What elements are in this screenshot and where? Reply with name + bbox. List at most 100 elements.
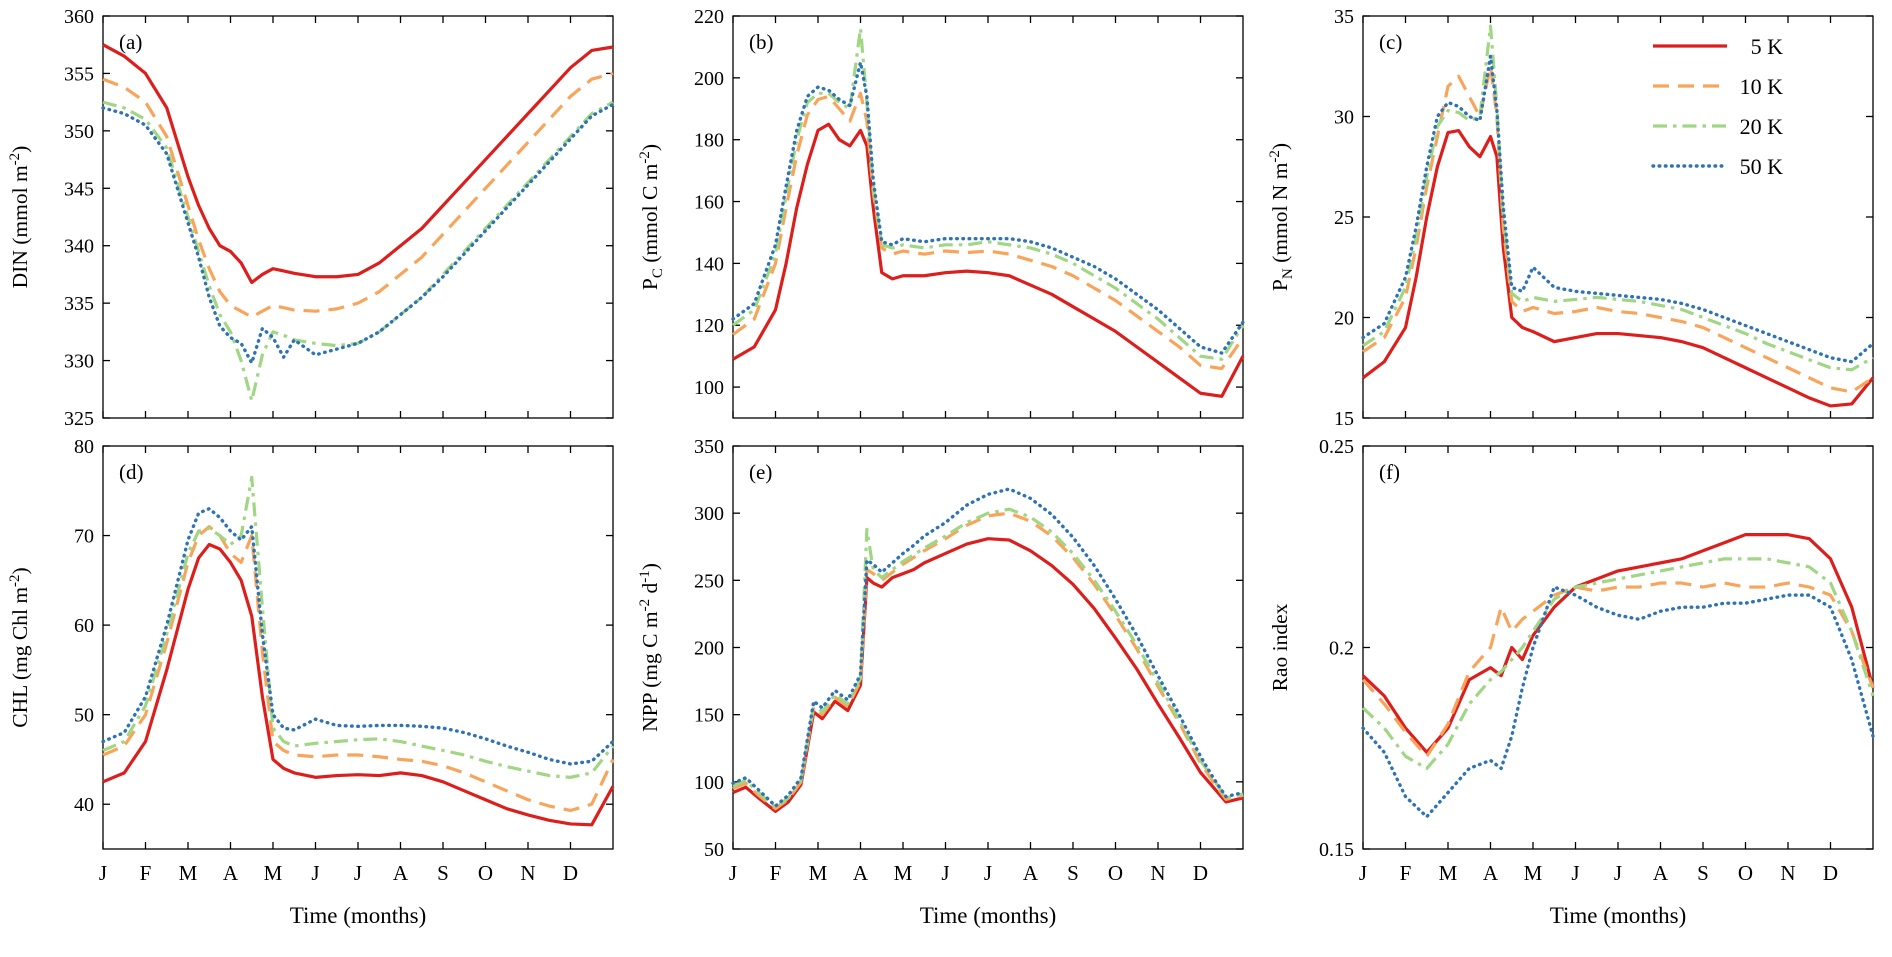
- y-tick-label: 355: [64, 63, 94, 85]
- x-tick-label: A: [1483, 861, 1499, 885]
- y-tick-label: 120: [694, 315, 724, 337]
- axes-box: [732, 445, 1244, 850]
- y-axis-label: NPP (mg C m-2 d-1): [637, 563, 662, 732]
- axes-box: [102, 15, 614, 419]
- series-5K-line: [102, 43, 614, 285]
- x-axis: [1362, 16, 1832, 418]
- y-tick-label: 50: [74, 705, 94, 727]
- x-axis: [732, 16, 1202, 418]
- x-axis-label: Time (months): [1550, 903, 1687, 928]
- panel-d-chart: J F M A M J J A S O N D Time (months) 40 50 60 70 80 CHL (…: [7, 436, 615, 928]
- x-tick-label: J: [984, 861, 992, 885]
- y-tick-label: 70: [74, 526, 94, 548]
- y-tick-label: 180: [694, 130, 724, 152]
- y-axis: 100 120 140 160 180 200 220: [694, 6, 1243, 399]
- legend-label: 20 K: [1740, 114, 1784, 139]
- series-20K-line: [102, 100, 614, 403]
- legend: 5 K 10 K 20 K 50 K: [1651, 34, 1784, 179]
- x-tick-label: A: [853, 861, 869, 885]
- x-tick-label: J: [1359, 861, 1367, 885]
- y-tick-label: 200: [694, 638, 724, 660]
- y-tick-label: 40: [74, 794, 94, 816]
- series-10K-line: [102, 525, 615, 813]
- y-tick-label: 150: [694, 705, 724, 727]
- panel-e-chart: J F M A M J J A S O N D Time (months) 50 100 150 200 250 3…: [637, 436, 1245, 928]
- series-50K-line: [731, 60, 1245, 355]
- x-axis: [102, 16, 572, 418]
- x-tick-label: A: [1653, 861, 1669, 885]
- x-tick-label: M: [809, 861, 828, 885]
- panel-label: (c): [1379, 30, 1402, 54]
- series-20K-line: [102, 475, 615, 779]
- y-axis: 50 100 150 200 250 300 350: [694, 436, 1243, 861]
- y-tick-label: 250: [694, 570, 724, 592]
- x-tick-label: M: [894, 861, 913, 885]
- y-tick-label: 25: [1334, 207, 1354, 229]
- x-tick-label: S: [1697, 861, 1709, 885]
- axes-box: [1362, 445, 1874, 850]
- series-10K-line: [732, 91, 1245, 371]
- y-tick-label: 80: [74, 436, 94, 458]
- x-tick-label: F: [1400, 861, 1412, 885]
- y-axis: 325 330 335 340 345 350 355 360: [64, 6, 613, 430]
- x-tick-label: J: [729, 861, 737, 885]
- series-10K-line: [732, 511, 1244, 811]
- panel-label: (a): [119, 30, 142, 54]
- x-tick-label: J: [941, 861, 949, 885]
- legend-label: 10 K: [1740, 74, 1784, 99]
- panel-a-chart: 325 330 335 340 345 350 355 360 DIN (mmol m-2) (a…: [7, 6, 615, 430]
- panel-f: J F M A M J J A S O N D Time (months) 0.15 0.2 0.25 Rao …: [1260, 430, 1890, 957]
- series-50K-line: [1361, 585, 1875, 819]
- series-50K-line: [101, 506, 615, 766]
- x-tick-label: M: [1524, 861, 1543, 885]
- x-tick-label: D: [1823, 861, 1838, 885]
- axes-box: [1362, 15, 1874, 419]
- panel-label: (e): [749, 460, 772, 484]
- y-tick-label: 340: [64, 236, 94, 258]
- y-tick-label: 50: [704, 839, 724, 861]
- series-50K-line: [101, 102, 615, 365]
- x-tick-label: O: [478, 861, 493, 885]
- y-axis: 15 20 25 30 35: [1334, 6, 1873, 430]
- x-tick-label: S: [1067, 861, 1079, 885]
- x-tick-label: O: [1738, 861, 1753, 885]
- y-tick-label: 300: [694, 503, 724, 525]
- x-tick-label: S: [437, 861, 449, 885]
- x-tick-label: J: [311, 861, 319, 885]
- x-tick-label: J: [1571, 861, 1579, 885]
- y-axis-label: Rao index: [1268, 603, 1292, 691]
- panel-b-chart: 100 120 140 160 180 200 220 PC (mmol C m-2) (b): [637, 6, 1245, 419]
- y-tick-label: 30: [1334, 107, 1354, 129]
- y-tick-label: 60: [74, 615, 94, 637]
- y-tick-label: 350: [64, 121, 94, 143]
- series-5K-line: [1361, 533, 1875, 754]
- y-axis-label: CHL (mg Chl m-2): [7, 567, 32, 727]
- series-5K-line: [1362, 128, 1875, 408]
- series-20K-line: [1362, 24, 1874, 372]
- series-20K-line: [1361, 557, 1875, 770]
- series-10K-line: [1361, 581, 1875, 758]
- y-tick-label: 140: [694, 253, 724, 275]
- y-axis: 0.15 0.2 0.25: [1319, 436, 1873, 861]
- x-tick-label: N: [1150, 861, 1165, 885]
- series-5K-line: [732, 122, 1245, 398]
- y-tick-label: 100: [694, 772, 724, 794]
- y-tick-label: 350: [694, 436, 724, 458]
- x-tick-label: F: [770, 861, 782, 885]
- x-tick-label: J: [99, 861, 107, 885]
- panel-f-chart: J F M A M J J A S O N D Time (months) 0.15 0.2 0.25 Rao …: [1268, 436, 1875, 928]
- x-tick-label: D: [1193, 861, 1208, 885]
- x-tick-label: J: [1614, 861, 1622, 885]
- series-5K-line: [102, 542, 615, 827]
- y-axis-label: PN (mmol N m-2): [1267, 143, 1296, 291]
- y-axis-label: PC (mmol C m-2): [637, 144, 666, 290]
- legend-label: 50 K: [1740, 154, 1784, 179]
- series-50K-line: [731, 487, 1245, 808]
- series-5K-line: [732, 537, 1244, 813]
- x-tick-label: N: [520, 861, 535, 885]
- x-tick-label: A: [223, 861, 239, 885]
- x-tick-label: F: [140, 861, 152, 885]
